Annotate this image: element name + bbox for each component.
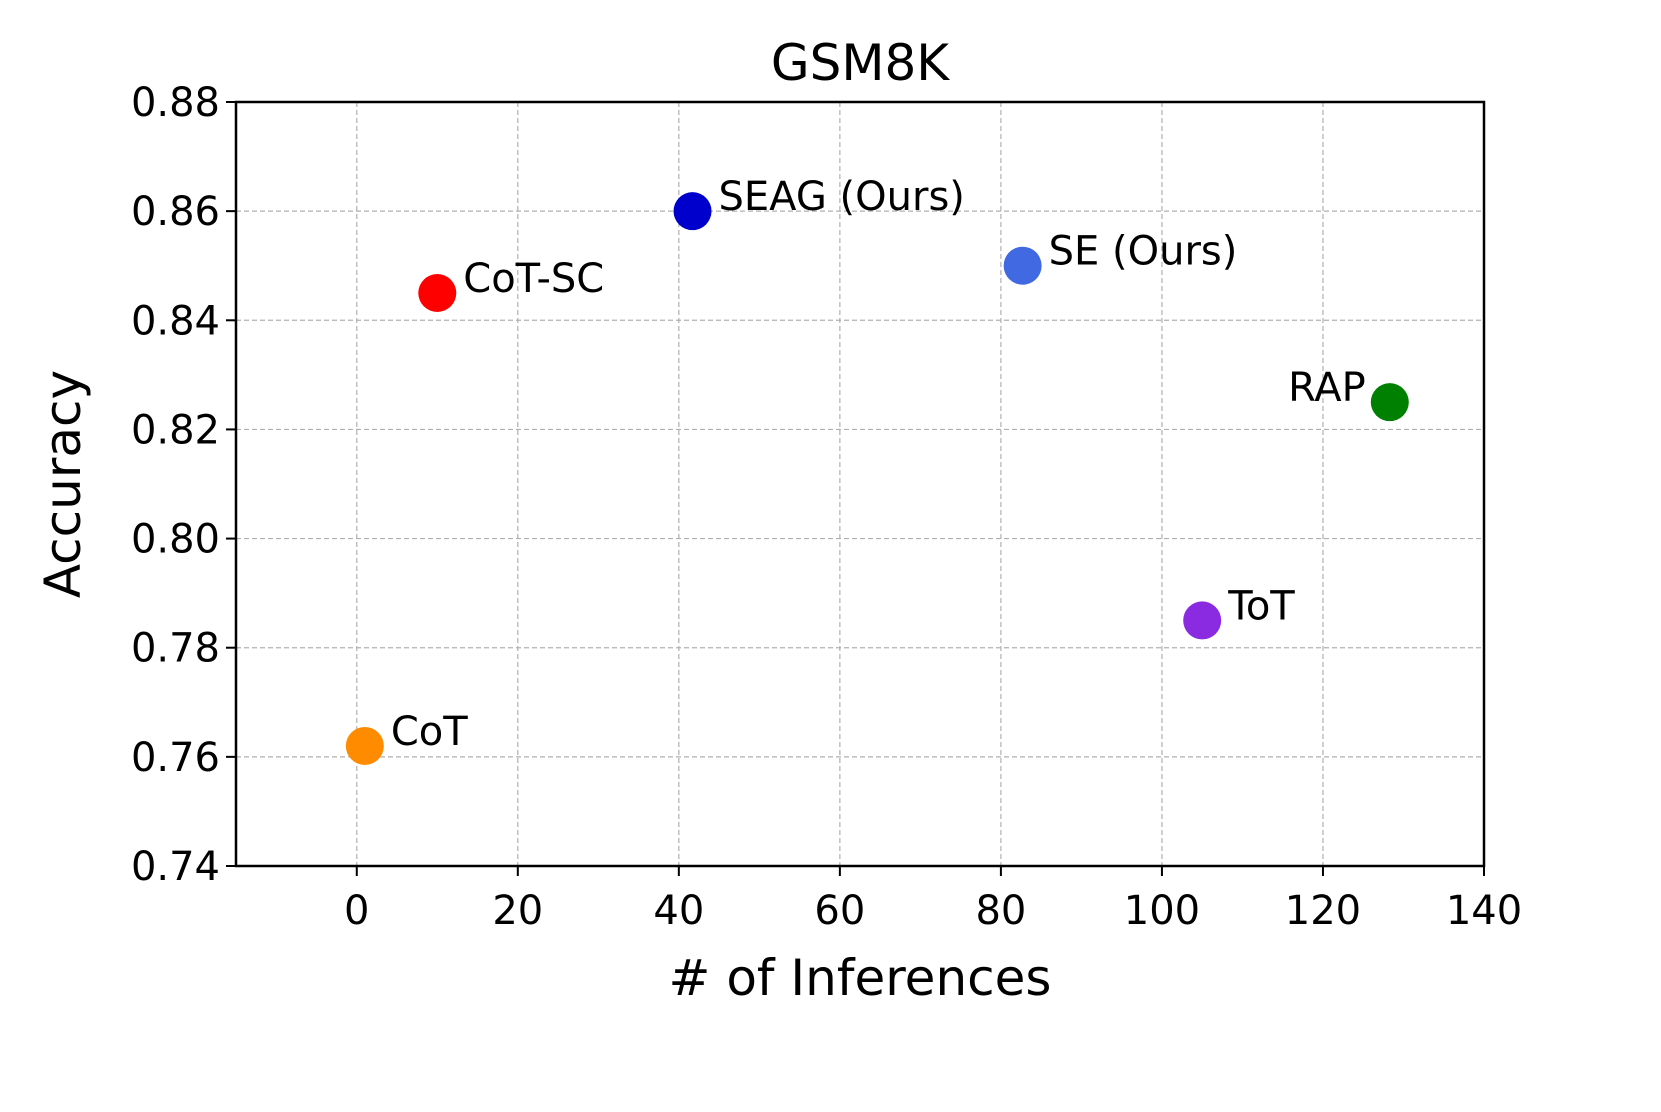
x-tick-label: 100 [1124, 888, 1200, 934]
data-point [345, 726, 384, 765]
y-tick-label: 0.88 [131, 80, 220, 126]
points: CoT CoT-SC SEAG (Ours) SE (Ours) ToT RAP [345, 174, 1409, 765]
x-tick-label: 0 [344, 888, 369, 934]
y-axis-label: Accuracy [34, 370, 92, 598]
y-tick-label: 0.86 [131, 189, 220, 235]
y-tick-label: 0.76 [131, 735, 220, 781]
data-point-label: CoT [391, 709, 468, 755]
x-tick-label: 120 [1285, 888, 1361, 934]
y-tick-label: 0.84 [131, 298, 220, 344]
data-point-label: RAP [1288, 365, 1366, 411]
data-point [1370, 383, 1409, 422]
data-point [1003, 246, 1042, 285]
data-point-label: CoT-SC [463, 256, 604, 302]
y-tick-label: 0.78 [131, 626, 220, 672]
data-point-label: SE (Ours) [1049, 229, 1238, 275]
chart-title: GSM8K [771, 34, 950, 92]
data-point [1183, 601, 1222, 640]
data-point-label: ToT [1227, 583, 1295, 629]
x-tick-label: 40 [653, 888, 704, 934]
x-tick-label: 60 [814, 888, 865, 934]
y-tick-label: 0.80 [131, 517, 220, 563]
x-tick-label: 140 [1446, 888, 1522, 934]
data-point-label: SEAG (Ours) [719, 174, 965, 220]
data-point [418, 274, 457, 312]
x-tick-label: 20 [492, 888, 543, 934]
y-tick-label: 0.74 [131, 844, 220, 890]
ticks: 0 20 40 60 80 100 120 140 0.74 0.76 0.78 0.80 0.82 0.… [131, 80, 1522, 934]
x-axis-label: # of Inferences [669, 949, 1052, 1007]
data-point [673, 192, 712, 231]
y-tick-label: 0.82 [131, 407, 220, 453]
plot-frame [234, 100, 1486, 868]
x-tick-label: 80 [975, 888, 1026, 934]
